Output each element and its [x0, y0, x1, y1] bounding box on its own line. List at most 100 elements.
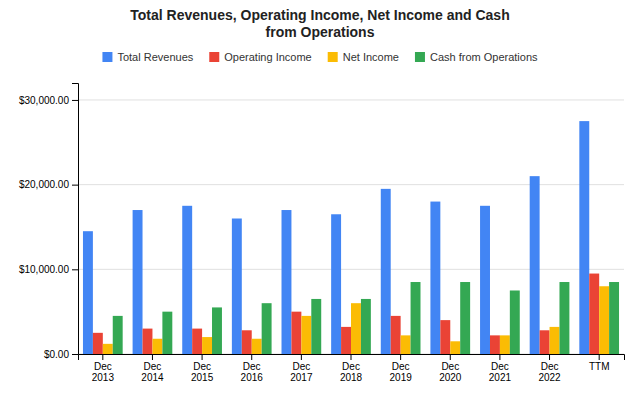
bar	[103, 344, 113, 354]
plot: $0.00$10,000.00$20,000.00$30,000.00Dec20…	[19, 84, 625, 384]
bar	[252, 339, 262, 354]
y-tick: $10,000.00	[19, 264, 78, 275]
bar	[510, 290, 520, 354]
x-tick-label: TTM	[589, 361, 610, 372]
x-tick-mark	[499, 354, 500, 360]
x-tick-label: Dec2021	[489, 361, 512, 383]
x-tick-label: Dec2014	[141, 361, 164, 383]
x-tick-label-line: Dec	[541, 361, 559, 372]
x-tick-label: Dec2013	[92, 361, 115, 383]
y-tick-mark	[72, 185, 78, 186]
x-tick-label-line: Dec	[491, 361, 509, 372]
bar	[609, 282, 619, 354]
x-tick-label-line: Dec	[94, 361, 112, 372]
x-tick-mark	[102, 354, 103, 360]
bar	[381, 189, 391, 354]
bar	[192, 329, 202, 354]
bar	[540, 330, 550, 354]
x-tick-label-line: 2015	[191, 372, 214, 383]
bar	[331, 214, 341, 354]
x-tick-label-line: Dec	[193, 361, 211, 372]
x-tick-label-line: 2013	[92, 372, 115, 383]
y-tick-mark	[72, 100, 78, 101]
bar	[599, 286, 609, 354]
x-tick-label-line: Dec	[392, 361, 410, 372]
x-tick: Dec2017	[290, 354, 313, 383]
bar	[341, 327, 351, 354]
y-tick-label: $10,000.00	[19, 264, 69, 275]
bar	[232, 219, 242, 355]
bar	[401, 335, 411, 354]
title-line: Total Revenues, Operating Income, Net In…	[130, 7, 509, 23]
bar	[351, 303, 361, 354]
bar	[500, 335, 510, 354]
bar	[242, 330, 252, 354]
y-axis: $0.00 $10,000.00 $20,000.00 $30,000.00	[19, 84, 79, 360]
bar	[301, 316, 311, 354]
legend-label: Total Revenues	[117, 51, 193, 63]
x-tick-label: Dec2018	[340, 361, 363, 383]
chart: Total Revenues, Operating Income, Net In…	[0, 0, 640, 396]
x-tick-label: Dec2020	[439, 361, 462, 383]
x-tick: Dec2022	[538, 354, 561, 383]
bar	[202, 337, 212, 354]
x-tick: TTM	[589, 354, 610, 372]
legend-label: Operating Income	[224, 51, 311, 63]
x-tick-label: Dec2019	[390, 361, 413, 383]
x-tick: Dec2019	[390, 354, 413, 383]
x-tick-label-line: 2016	[241, 372, 264, 383]
bar	[490, 335, 500, 354]
x-axis-line	[79, 355, 625, 361]
y-tick-mark	[72, 269, 78, 270]
bar	[579, 121, 589, 354]
x-tick-mark	[549, 354, 550, 360]
grid-line	[78, 269, 624, 270]
x-tick-label-line: 2021	[489, 372, 512, 383]
bar	[530, 176, 540, 354]
y-tick-mark	[72, 354, 78, 355]
grid	[78, 100, 624, 354]
x-tick-label: Dec2017	[290, 361, 313, 383]
bar	[430, 202, 440, 354]
legend-swatch	[209, 52, 219, 62]
x-tick-mark	[450, 354, 451, 360]
bar	[291, 312, 301, 354]
x-tick-label-line: Dec	[243, 361, 261, 372]
legend-item: Net Income	[328, 51, 399, 63]
title-line: from Operations	[266, 24, 375, 40]
bar	[143, 329, 153, 354]
x-tick: Dec2016	[241, 354, 264, 383]
bar	[212, 307, 222, 354]
legend-item: Total Revenues	[102, 51, 193, 63]
y-tick: $30,000.00	[19, 95, 78, 106]
bar	[480, 206, 490, 354]
bar-series	[93, 274, 599, 354]
bar	[460, 282, 470, 354]
y-tick-label: $20,000.00	[19, 179, 69, 190]
legend-label: Net Income	[343, 51, 399, 63]
x-tick-label-line: Dec	[144, 361, 162, 372]
bar	[440, 320, 450, 354]
bar	[411, 282, 421, 354]
x-tick-label-line: Dec	[441, 361, 459, 372]
bar	[589, 274, 599, 354]
legend-swatch	[415, 52, 425, 62]
y-tick-label: $0.00	[44, 349, 69, 360]
x-tick-label-line: Dec	[292, 361, 310, 372]
bar	[162, 312, 172, 354]
y-axis-line	[72, 84, 79, 355]
x-tick-mark	[152, 354, 153, 360]
x-tick: Dec2020	[439, 354, 462, 383]
x-tick: Dec2014	[141, 354, 164, 383]
x-tick: Dec2018	[340, 354, 363, 383]
x-tick-label-line: 2022	[538, 372, 561, 383]
x-tick-label-line: 2014	[141, 372, 164, 383]
bar	[282, 210, 292, 354]
x-tick-label-line: TTM	[589, 361, 610, 372]
bar-series	[83, 121, 589, 354]
bar	[550, 327, 560, 354]
x-tick-label-line: 2019	[390, 372, 413, 383]
bar	[361, 299, 371, 354]
legend-swatch	[328, 52, 338, 62]
y-tick: $20,000.00	[19, 179, 78, 190]
